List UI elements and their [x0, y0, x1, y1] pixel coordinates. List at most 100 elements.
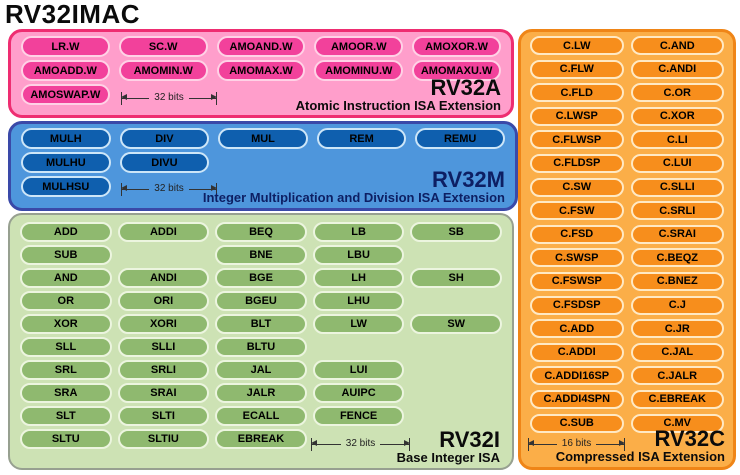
rv32m-instruction-grid: MULH DIV MUL REM REMU MULHU DIVU MULHSU — [11, 124, 515, 208]
instruction-pill: EBREAK — [215, 429, 307, 449]
instruction-pill: C.LI — [630, 130, 724, 150]
region-label-rv32a: RV32A Atomic Instruction ISA Extension — [296, 74, 501, 113]
instruction-pill: LR.W — [21, 36, 110, 57]
instruction-pill: BLT — [215, 314, 307, 334]
region-name: RV32M — [432, 166, 505, 192]
arrow-left-icon — [528, 440, 557, 446]
instruction-pill: C.JALR — [630, 366, 724, 386]
instruction-pill: MUL — [218, 128, 308, 149]
region-label-rv32i: RV32I Base Integer ISA — [396, 426, 500, 466]
instruction-pill: C.AND — [630, 36, 724, 55]
instruction-pill: JALR — [215, 383, 307, 403]
region-label-rv32m: RV32M Integer Multiplication and Divisio… — [202, 166, 505, 206]
instruction-pill: LUI — [312, 360, 405, 380]
region-subtitle: Base Integer ISA — [396, 450, 500, 466]
instruction-pill: SRA — [20, 383, 112, 403]
instruction-pill: LBU — [312, 245, 405, 265]
rv32c-instruction-grid: C.LW C.AND C.FLW C.ANDI C.FLD C.OR C.LWSP C.XOR… — [521, 32, 733, 467]
rv32i-instruction-grid: ADD ADDI BEQ LB SB SUB BNE LBU AND ANDI BGE LH SH OR O… — [10, 215, 512, 468]
instruction-pill: C.SLLI — [630, 177, 724, 197]
instruction-pill: C.ADDI4SPN — [530, 389, 624, 409]
instruction-pill: XOR — [20, 314, 112, 334]
instruction-pill: ADD — [20, 222, 112, 242]
instruction-pill: LH — [312, 268, 405, 288]
instruction-pill: BEQ — [215, 222, 307, 242]
instruction-pill: SLTI — [117, 406, 210, 426]
instruction-pill: C.FLD — [530, 83, 624, 103]
instruction-pill: SC.W — [118, 36, 208, 57]
instruction-pill: SB — [410, 222, 502, 242]
instruction-pill: C.SWSP — [530, 248, 624, 268]
instruction-pill: REM — [316, 128, 407, 149]
region-rv32a: LR.W SC.W AMOAND.W AMOOR.W AMOXOR.W AMOADD.W A… — [8, 29, 514, 118]
instruction-pill: AMOOR.W — [314, 36, 404, 57]
arrow-left-icon — [120, 185, 150, 191]
region-rv32m: MULH DIV MUL REM REMU MULHU DIVU MULHSU 32 bits… — [8, 121, 518, 211]
region-rv32c: C.LW C.AND C.FLW C.ANDI C.FLD C.OR C.LWSP C.XOR… — [518, 29, 736, 470]
instruction-pill: AMOMINU.W — [314, 60, 404, 81]
instruction-pill: C.LWSP — [530, 106, 624, 126]
arrow-right-icon — [188, 185, 218, 191]
instruction-pill: ECALL — [215, 406, 307, 426]
instruction-pill: C.JR — [630, 319, 724, 339]
instruction-pill: C.FSDSP — [530, 295, 624, 315]
instruction-pill: SRAI — [117, 383, 210, 403]
region-name: RV32I — [439, 426, 500, 452]
instruction-pill: C.FSW — [530, 201, 624, 221]
instruction-pill: C.ADDI — [530, 342, 624, 362]
instruction-pill: SLT — [20, 406, 112, 426]
instruction-pill: AMOXOR.W — [412, 36, 501, 57]
region-name: RV32C — [654, 425, 725, 451]
instruction-pill: SW — [410, 314, 502, 334]
arrow-right-icon — [188, 94, 218, 100]
instruction-pill: C.FLDSP — [530, 153, 624, 173]
bit-width-label: 32 bits — [154, 91, 184, 103]
bit-width-label: 16 bits — [561, 437, 592, 449]
instruction-pill: XORI — [117, 314, 210, 334]
instruction-pill: SH — [410, 268, 502, 288]
instruction-pill: JAL — [215, 360, 307, 380]
instruction-pill: C.SRLI — [630, 201, 724, 221]
instruction-pill: FENCE — [312, 406, 405, 426]
instruction-pill: C.LW — [530, 36, 624, 55]
bit-width-label: 32 bits — [154, 182, 184, 194]
instruction-pill: AMOSWAP.W — [21, 84, 110, 105]
region-label-rv32c: RV32C Compressed ISA Extension — [556, 425, 725, 464]
instruction-pill: ORI — [117, 291, 210, 311]
region-name: RV32A — [430, 74, 501, 100]
instruction-pill: SRLI — [117, 360, 210, 380]
instruction-pill: MULHSU — [21, 176, 111, 197]
instruction-pill: BGEU — [215, 291, 307, 311]
instruction-pill: SRL — [20, 360, 112, 380]
instruction-pill: C.SW — [530, 177, 624, 197]
instruction-pill: AND — [20, 268, 112, 288]
instruction-pill: SLLI — [117, 337, 210, 357]
arrow-left-icon — [120, 94, 150, 100]
bit-width-measure-rv32a: 32 bits — [120, 91, 218, 105]
instruction-pill: C.SUB — [530, 413, 624, 433]
region-subtitle: Integer Multiplication and Division ISA … — [202, 190, 505, 206]
instruction-pill: C.OR — [630, 83, 724, 103]
instruction-pill: ADDI — [117, 222, 210, 242]
instruction-pill: DIV — [119, 128, 210, 149]
instruction-pill: SUB — [20, 245, 112, 265]
bit-width-measure-rv32i: 32 bits — [311, 437, 410, 451]
instruction-pill: BLTU — [215, 337, 307, 357]
instruction-pill: C.FSD — [530, 224, 624, 244]
instruction-pill: C.BEQZ — [630, 248, 724, 268]
instruction-pill: LB — [312, 222, 405, 242]
bit-width-measure-rv32c: 16 bits — [528, 437, 625, 451]
instruction-pill: C.ANDI — [630, 59, 724, 79]
bit-width-label: 32 bits — [345, 437, 376, 449]
instruction-pill: LHU — [312, 291, 405, 311]
arrow-left-icon — [311, 440, 341, 446]
instruction-pill: SLTU — [20, 429, 112, 449]
instruction-pill: C.EBREAK — [630, 389, 724, 409]
instruction-pill: SLTIU — [117, 429, 210, 449]
bit-width-measure-rv32m: 32 bits — [120, 182, 218, 196]
instruction-pill: BNE — [215, 245, 307, 265]
instruction-pill: BGE — [215, 268, 307, 288]
instruction-pill: C.J — [630, 295, 724, 315]
instruction-pill: C.FLW — [530, 59, 624, 79]
